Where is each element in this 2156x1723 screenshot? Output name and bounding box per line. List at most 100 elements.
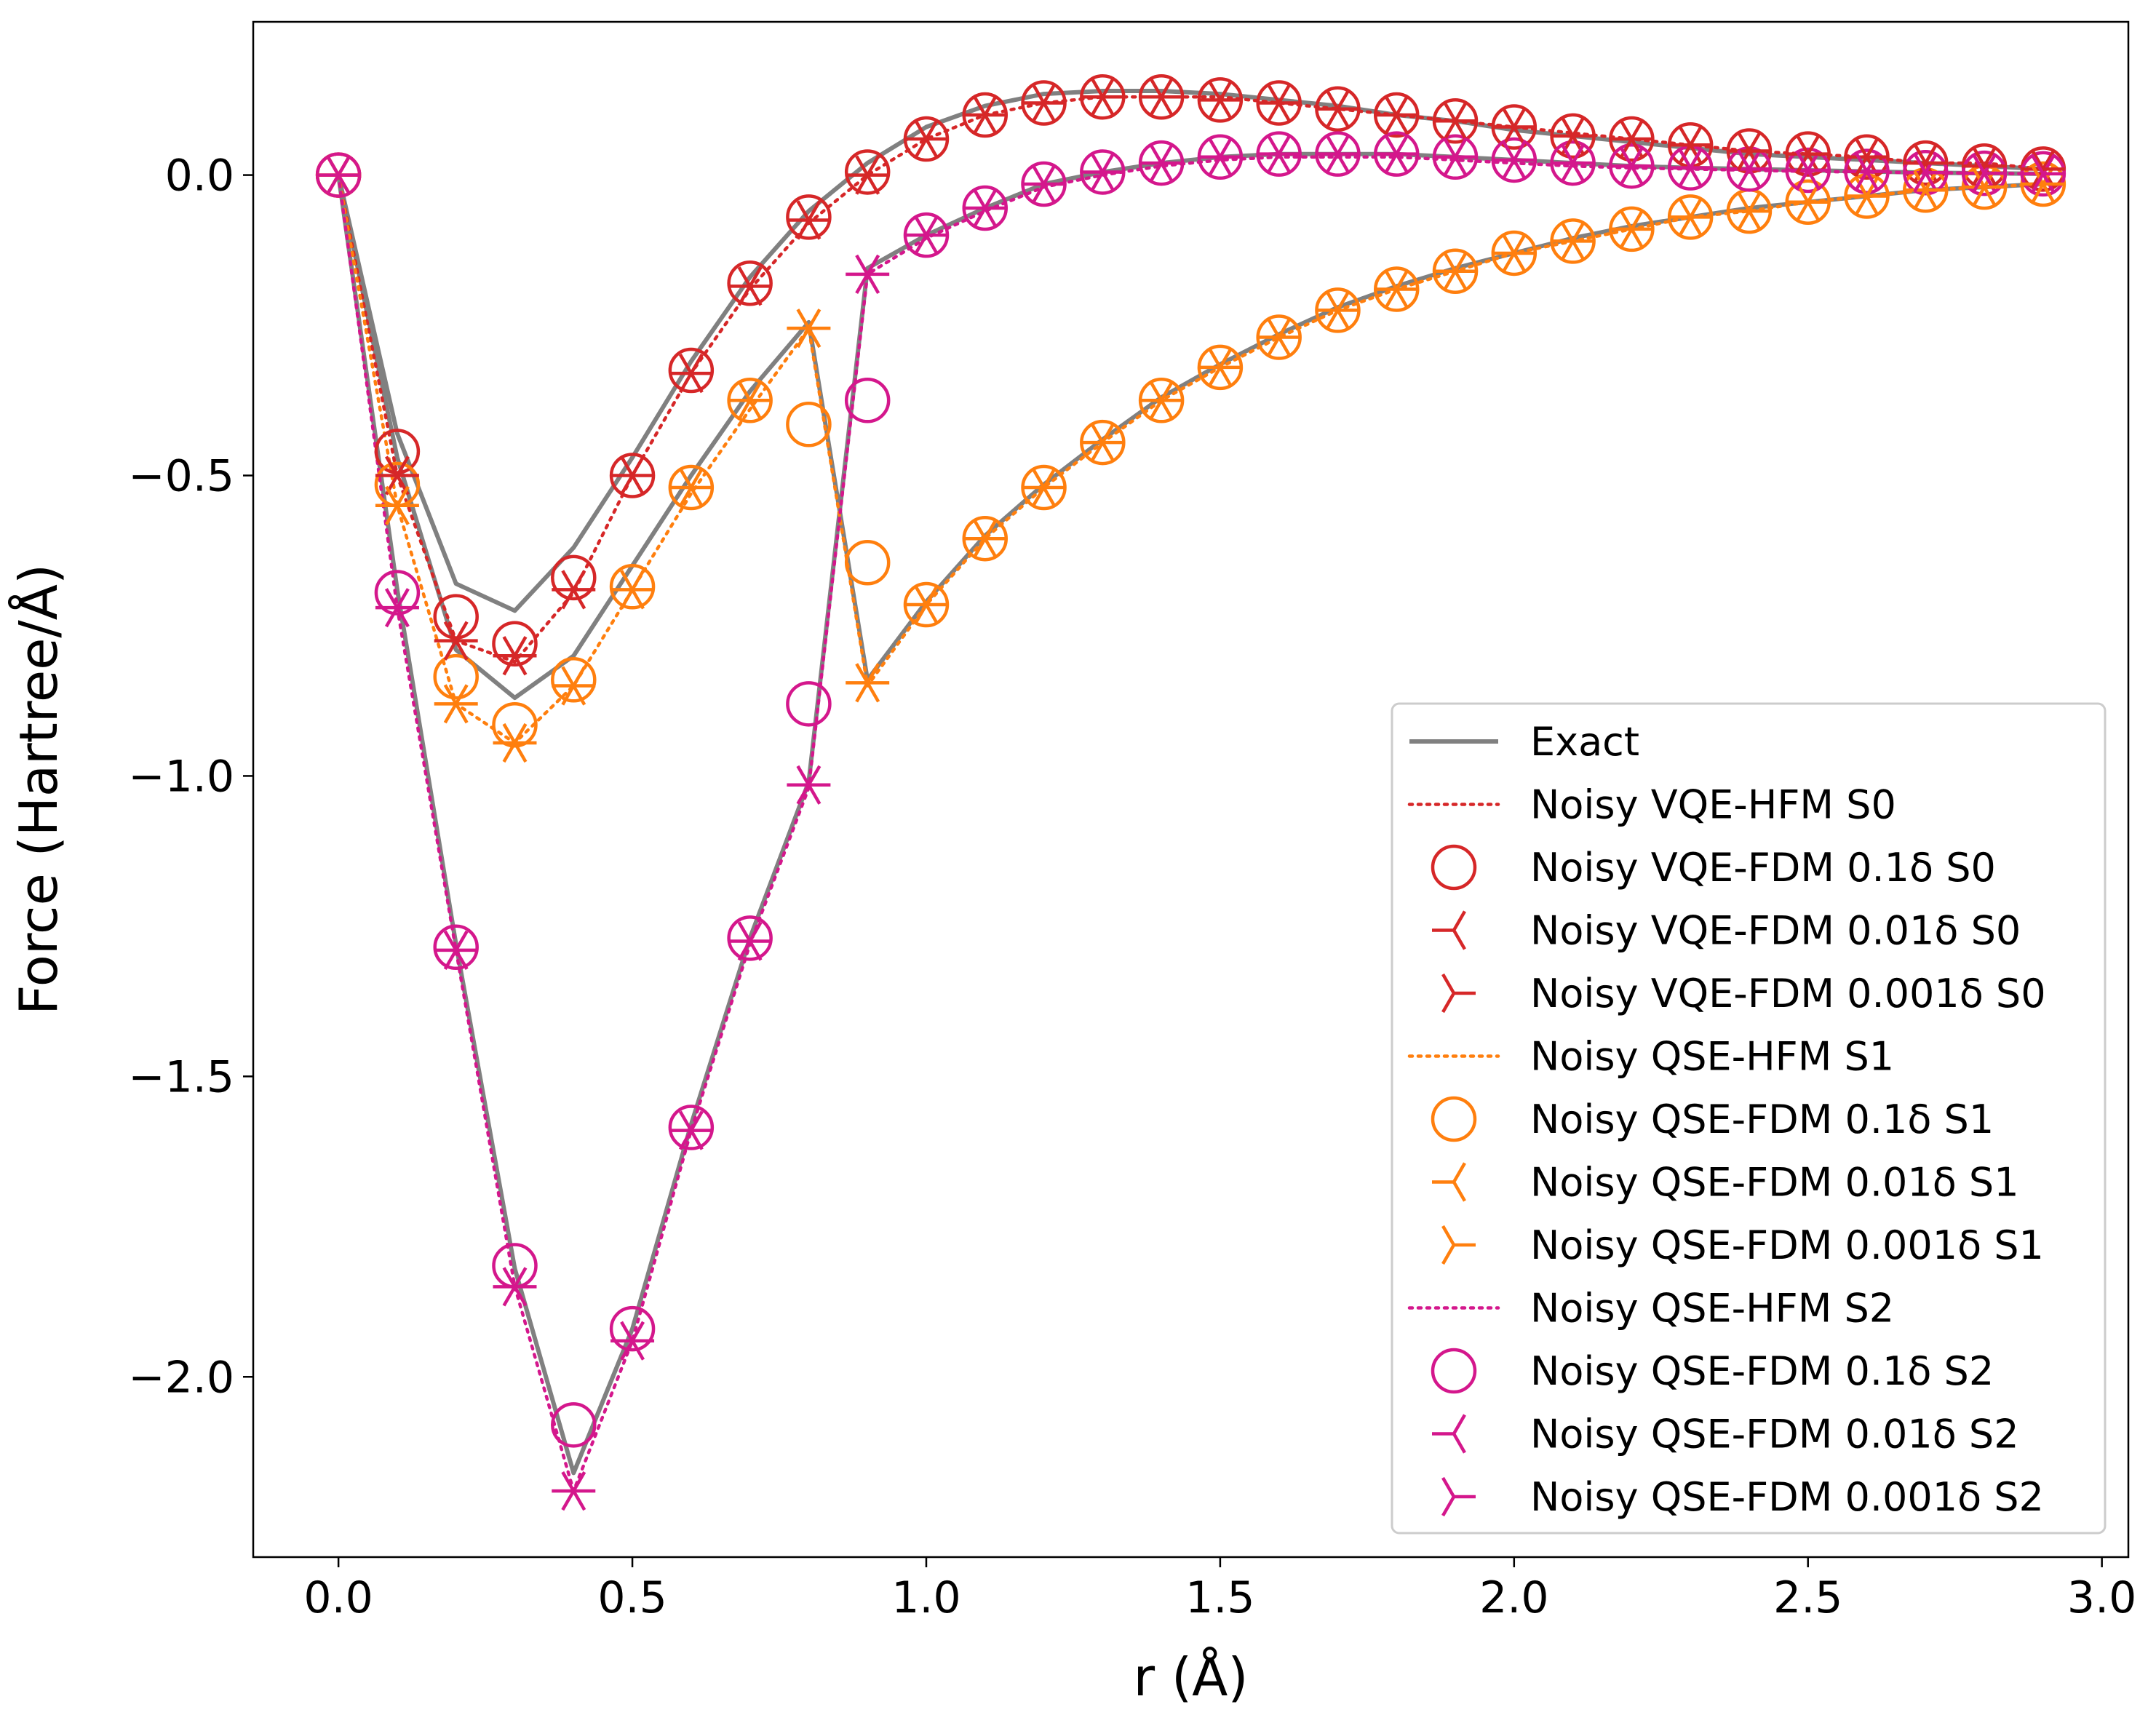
data-point: [1678, 125, 1713, 165]
data-point: [1198, 80, 1233, 120]
data-point: [502, 723, 537, 763]
legend: Exact Noisy VQE-HFM S0 Noisy VQE-FDM 0.1δ …: [1391, 702, 2107, 1535]
x-tick-label: 1.0: [891, 1572, 960, 1623]
data-point: [1610, 209, 1644, 250]
x-tick-label: 2.5: [1773, 1572, 1842, 1623]
data-point: [1551, 116, 1586, 156]
data-point: [434, 684, 469, 724]
data-point: [2030, 164, 2065, 204]
data-point: [620, 455, 655, 496]
data-point: [620, 570, 655, 610]
y-tick-label: 0.0: [165, 151, 234, 202]
legend-entry: Noisy QSE-HFM S2: [1407, 1286, 1894, 1332]
data-point: [1266, 134, 1301, 174]
legend-entry: Noisy QSE-FDM 0.01δ S1: [1432, 1160, 2019, 1206]
data-point: [1854, 151, 1889, 191]
data-point: [561, 1471, 596, 1511]
data-point: [972, 519, 1007, 559]
data-point: [1619, 146, 1654, 186]
data-point: [844, 378, 891, 423]
data-point: [1551, 143, 1586, 183]
series-noisy-qse-fdm-0-1-s1: [315, 152, 2067, 748]
data-point: [787, 200, 822, 240]
data-point: [1090, 77, 1125, 117]
data-point: [1081, 77, 1115, 117]
data-point: [1737, 149, 1771, 189]
data-point: [1325, 134, 1360, 174]
data-point: [1031, 164, 1066, 204]
legend-label: Noisy QSE-FDM 0.1δ S2: [1530, 1348, 1994, 1394]
y-tick-label: −1.5: [128, 1051, 234, 1102]
data-point: [610, 1321, 645, 1361]
legend-entry: Noisy QSE-HFM S1: [1407, 1034, 1894, 1080]
legend-handle: [1432, 1414, 1466, 1454]
data-point: [1433, 101, 1468, 141]
legend-entry: Noisy VQE-FDM 0.1δ S0: [1431, 844, 1996, 891]
plot-frame: [252, 20, 2130, 1559]
legend-handle: [1431, 1096, 1477, 1142]
data-point: [1081, 152, 1115, 192]
data-point: [1207, 137, 1242, 177]
data-point: [796, 309, 831, 349]
data-point: [728, 921, 763, 961]
data-point: [1149, 143, 1184, 183]
legend-label: Noisy VQE-HFM S0: [1530, 782, 1896, 828]
data-point: [1316, 290, 1351, 330]
data-point: [1207, 80, 1242, 120]
data-point: [727, 260, 773, 306]
data-point: [1560, 143, 1595, 183]
data-point: [1668, 125, 1703, 165]
data-point: [787, 765, 822, 805]
data-point: [904, 119, 939, 159]
series-line: [336, 173, 2045, 745]
data-point: [552, 570, 586, 610]
data-point: [1668, 148, 1703, 188]
data-point: [374, 570, 421, 616]
legend-entry: Noisy QSE-FDM 0.01δ S2: [1432, 1412, 2019, 1457]
data-point: [493, 1267, 528, 1307]
legend-entry: Exact: [1409, 719, 1639, 765]
y-tick-label: −2.0: [128, 1352, 234, 1403]
series-exact-s1: [336, 174, 2044, 701]
data-point: [846, 254, 880, 294]
data-point: [678, 467, 713, 508]
data-point: [1325, 89, 1360, 129]
data-point: [1375, 134, 1409, 174]
series-noisy-qse-fdm-0-001-s1: [326, 155, 2065, 763]
data-point: [443, 684, 478, 724]
data-point: [375, 588, 410, 628]
legend-label: Noisy QSE-FDM 0.1δ S1: [1530, 1097, 1994, 1142]
data-point: [1384, 269, 1419, 309]
legend-handle: [1441, 973, 1476, 1014]
legend-entry: Noisy VQE-FDM 0.001δ S0: [1441, 971, 2046, 1016]
data-point: [434, 930, 469, 971]
data-point: [561, 666, 596, 706]
data-point: [1560, 116, 1595, 156]
data-point: [1845, 176, 1879, 216]
axes-layer: 0.0 0.5 1.0 1.5 2.0 2.5 3.0 0.0 −0.5 −1.0 −1.5 −2.0…: [8, 20, 2136, 1708]
series-noisy-qse-hfm-s1: [336, 173, 2045, 745]
data-point: [551, 554, 597, 601]
legend-handle: [1431, 1348, 1477, 1394]
data-point: [1972, 154, 2007, 194]
data-point: [1560, 221, 1595, 261]
data-point: [493, 723, 528, 763]
legend-handle: [1431, 844, 1477, 891]
data-point: [384, 588, 419, 628]
data-point: [904, 584, 939, 625]
legend-handle: [1432, 910, 1466, 950]
data-point: [1316, 89, 1351, 129]
data-point: [317, 155, 351, 195]
y-tick-label: −1.0: [128, 751, 234, 802]
data-point: [855, 254, 890, 294]
x-tick-label: 2.0: [1479, 1572, 1548, 1623]
data-point: [668, 1105, 715, 1150]
data-point: [1492, 140, 1527, 180]
data-point: [1257, 317, 1292, 357]
data-point: [1022, 83, 1057, 123]
data-point: [1257, 83, 1292, 123]
data-point: [434, 621, 469, 661]
x-tick-label: 3.0: [2067, 1572, 2136, 1623]
legend-label: Noisy VQE-FDM 0.001δ S0: [1530, 971, 2046, 1016]
